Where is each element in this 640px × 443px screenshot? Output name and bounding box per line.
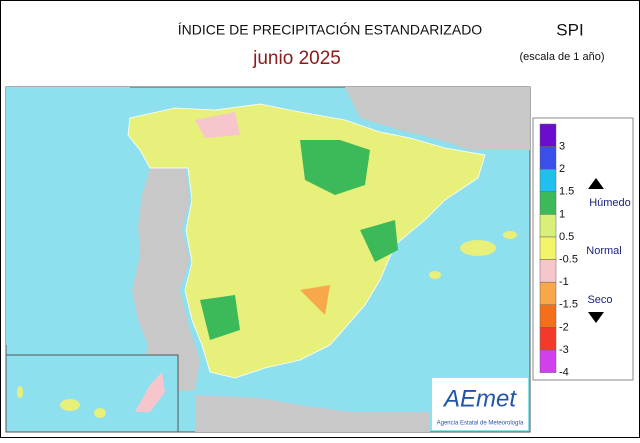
legend-swatch — [539, 123, 557, 147]
index-scale: (escala de 1 año) — [520, 51, 605, 63]
legend-swatch — [539, 327, 557, 351]
legend-label: -3 — [559, 344, 569, 356]
legend-label: 1 — [559, 208, 565, 220]
index-name: SPI — [556, 20, 583, 39]
legend-swatch — [539, 281, 557, 306]
mallorca — [460, 240, 496, 256]
legend-swatch — [539, 214, 557, 238]
dry-arrow — [588, 312, 604, 323]
tenerife — [60, 399, 80, 411]
fuerteventura — [135, 372, 165, 412]
legend-normal: Normal — [586, 245, 621, 257]
dry-area — [300, 285, 330, 315]
legend-label: 0.5 — [559, 231, 574, 243]
logo: AEmet Agencia Estatal de Meteorología — [432, 378, 528, 430]
legend: Húmedo Normal Seco 3 2 1.5 1 0.5 -0.5 -1 -1.5 -2… — [532, 117, 634, 381]
subtitle: junio 2025 — [252, 48, 341, 69]
legend-label: -1.5 — [559, 299, 578, 311]
wet-area — [300, 140, 370, 195]
legend-wet: Húmedo — [589, 197, 631, 209]
legend-label: 1.5 — [559, 186, 574, 198]
legend-swatch — [539, 304, 557, 328]
portugal — [132, 165, 200, 392]
legend-label: 2 — [559, 163, 565, 175]
legend-label: -2 — [559, 321, 569, 333]
dry-area — [195, 112, 240, 138]
legend-label: -0.5 — [559, 254, 578, 266]
legend-swatch — [539, 191, 557, 215]
legend-swatch — [539, 146, 557, 170]
wet-area — [360, 220, 398, 262]
france — [345, 87, 530, 150]
la-palma — [17, 386, 23, 398]
ibiza — [429, 271, 441, 279]
wet-area — [200, 295, 240, 340]
menorca — [503, 231, 517, 239]
logo-agency: Agencia Estatal de Meteorología — [437, 421, 524, 427]
wet-arrow — [588, 178, 604, 189]
logo-box — [432, 378, 528, 430]
legend-swatch — [539, 349, 557, 373]
logo-name: AEmet — [442, 385, 517, 412]
map — [5, 86, 531, 433]
legend-swatch — [539, 168, 557, 193]
title: ÍNDICE DE PRECIPITACIÓN ESTANDARIZADO — [178, 22, 483, 38]
legend-label: 3 — [559, 141, 565, 153]
legend-label: -4 — [559, 367, 569, 379]
legend-swatch — [539, 259, 557, 283]
legend-dry: Seco — [587, 294, 612, 306]
ocean — [6, 87, 130, 345]
gran-canaria — [94, 408, 106, 418]
legend-label: -1 — [559, 276, 569, 288]
legend-swatch — [539, 236, 557, 260]
africa — [195, 395, 430, 432]
